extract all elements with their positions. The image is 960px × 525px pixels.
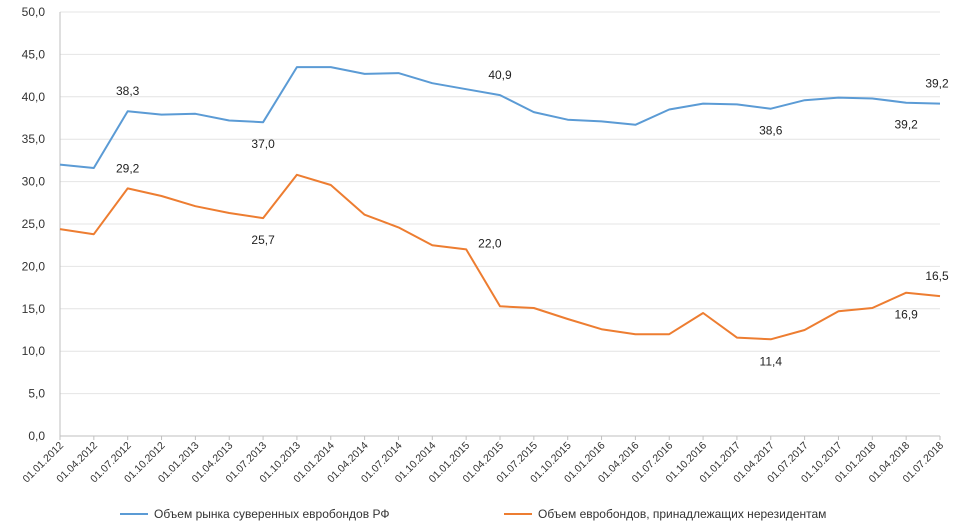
gridlines xyxy=(60,11,940,395)
data-label: 39,2 xyxy=(925,77,949,91)
series-line-1 xyxy=(59,173,941,341)
y-tick-label: 15,0 xyxy=(22,302,46,316)
data-labels: 38,3 37,0 40,9 38,6 39,2 39,2 29,2 25,7 22,0 11,4… xyxy=(116,68,949,368)
data-label: 16,9 xyxy=(894,308,918,322)
data-label: 16,5 xyxy=(925,269,949,283)
y-tick-label: 50,0 xyxy=(22,5,46,19)
y-tick-label: 0,0 xyxy=(28,429,45,443)
data-label: 38,6 xyxy=(759,124,783,138)
y-tick-label: 5,0 xyxy=(28,387,45,401)
legend: Объем рынка суверенных евробондов РФ Объ… xyxy=(120,507,826,521)
legend-label-nonresident: Объем евробондов, принадлежащих нерезиде… xyxy=(538,507,826,521)
y-tick-label: 35,0 xyxy=(22,132,46,146)
data-label: 39,2 xyxy=(894,118,918,132)
y-tick-label: 10,0 xyxy=(22,344,46,358)
y-tick-label: 20,0 xyxy=(22,259,46,273)
legend-label-sovereign: Объем рынка суверенных евробондов РФ xyxy=(154,507,389,521)
y-tick-label: 40,0 xyxy=(22,90,46,104)
y-tick-label: 30,0 xyxy=(22,175,46,189)
data-label: 22,0 xyxy=(478,236,502,250)
y-tick-label: 25,0 xyxy=(22,217,46,231)
data-label: 11,4 xyxy=(760,354,783,368)
y-tick-label: 45,0 xyxy=(22,47,46,61)
data-label: 25,7 xyxy=(251,233,275,247)
series-line-0 xyxy=(59,66,941,169)
data-label: 40,9 xyxy=(488,68,512,82)
data-label: 29,2 xyxy=(116,161,140,175)
series-lines xyxy=(59,66,941,341)
data-label: 38,3 xyxy=(116,84,140,98)
data-label: 37,0 xyxy=(251,137,275,151)
